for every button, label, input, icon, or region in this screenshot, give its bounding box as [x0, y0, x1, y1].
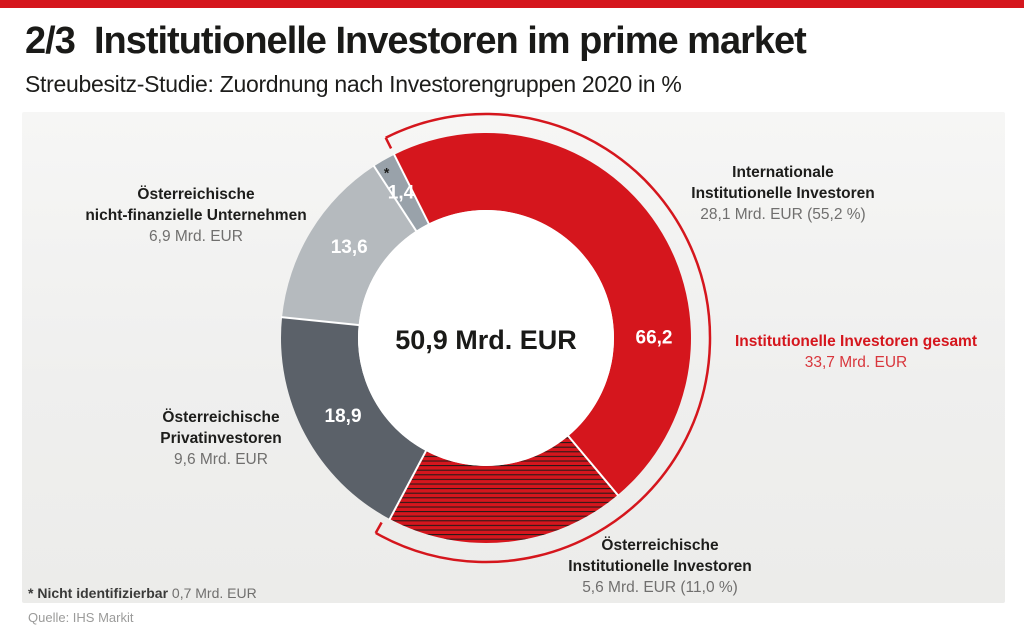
- callout-austrian-institutional: Österreichische Institutionelle Investor…: [490, 535, 830, 598]
- footnote-value: 0,7 Mrd. EUR: [171, 585, 257, 601]
- callout-nonfinancial-line1: Österreichische: [137, 186, 255, 203]
- callout-gesamt-value: 33,7 Mrd. EUR: [804, 354, 908, 371]
- callout-austrian-inst-line2: Institutionelle Investoren: [568, 558, 752, 575]
- source-credit: Quelle: IHS Markit: [28, 610, 134, 625]
- callout-privat-line2: Privatinvestoren: [160, 430, 282, 447]
- callout-international: Internationale Institutionelle Investore…: [623, 162, 943, 225]
- callout-gesamt: Institutionelle Investoren gesamt 33,7 M…: [691, 331, 1021, 373]
- callout-gesamt-line1: Institutionelle Investoren gesamt: [734, 333, 978, 350]
- page-subtitle: Streubesitz-Studie: Zuordnung nach Inves…: [25, 71, 682, 97]
- callout-international-value: 28,1 Mrd. EUR (55,2 %): [700, 206, 866, 223]
- footnote-label: * Nicht identifizierbar: [28, 585, 169, 601]
- callout-austrian-inst-value: 5,6 Mrd. EUR (11,0 %): [582, 579, 738, 596]
- callout-privat-value: 9,6 Mrd. EUR: [174, 451, 268, 468]
- callout-international-line2: Institutionelle Investoren: [691, 185, 875, 202]
- page-title: 2/3 Institutionelle Investoren im prime …: [25, 20, 807, 62]
- callout-austrian-inst-line1: Österreichische: [601, 537, 719, 554]
- callout-nonfinancial: Österreichische nicht-finanzielle Untern…: [36, 184, 356, 247]
- callout-nonfinancial-value: 6,9 Mrd. EUR: [149, 228, 243, 245]
- callout-privat: Österreichische Privatinvestoren 9,6 Mrd…: [61, 407, 381, 470]
- top-accent-bar: [0, 0, 1024, 8]
- callout-international-line1: Internationale: [732, 164, 834, 181]
- callout-privat-line1: Österreichische: [162, 409, 280, 426]
- callout-nonfinancial-line2: nicht-finanzielle Unternehmen: [85, 207, 307, 224]
- footnote: * Nicht identifizierbar 0,7 Mrd. EUR: [28, 585, 257, 601]
